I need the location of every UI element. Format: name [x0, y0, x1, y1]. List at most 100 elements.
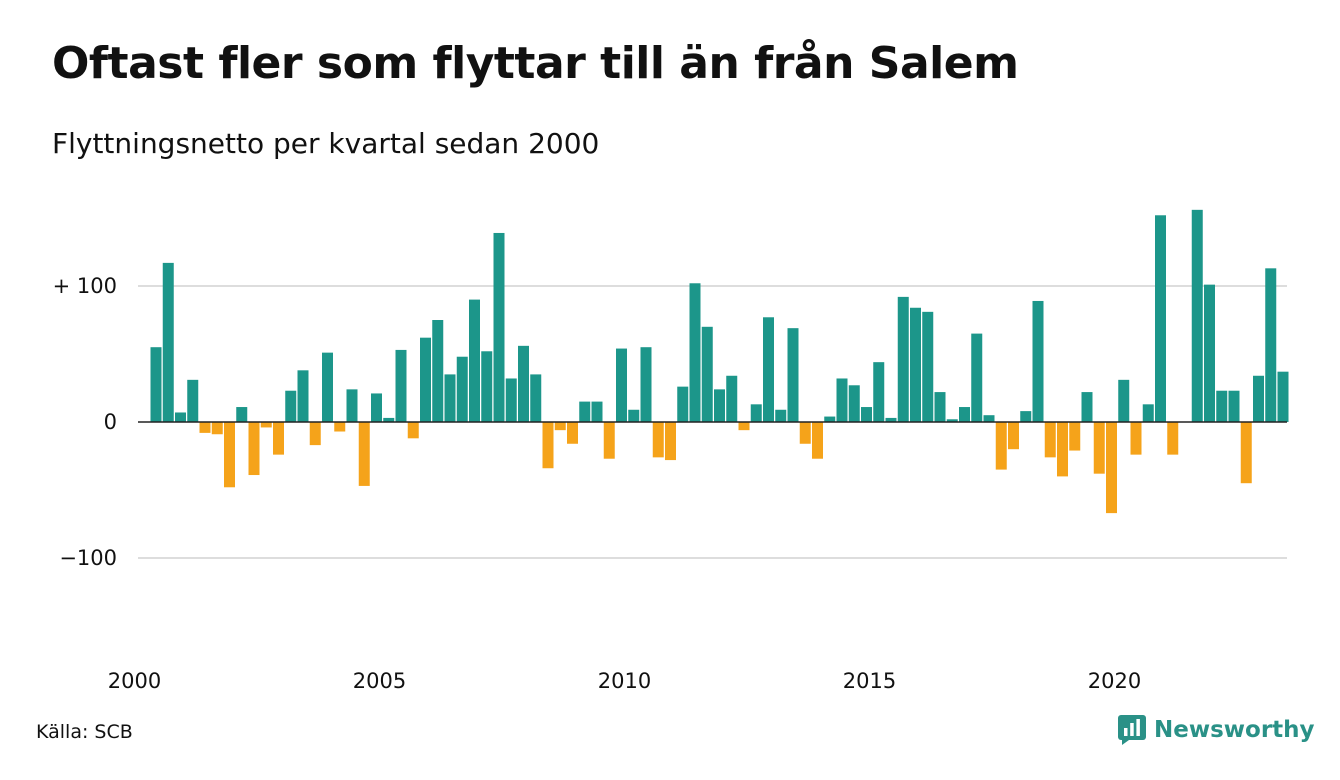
bar — [1069, 422, 1081, 451]
bar — [934, 392, 946, 422]
bar — [897, 296, 909, 422]
x-tick-label: 2005 — [353, 669, 406, 693]
bar — [1093, 422, 1105, 474]
bar — [395, 349, 407, 422]
x-tick-label: 2020 — [1088, 669, 1141, 693]
bar — [322, 352, 333, 422]
bar — [236, 407, 248, 422]
bar — [1191, 209, 1203, 422]
bar — [187, 379, 199, 422]
bar — [1253, 375, 1264, 422]
bar — [407, 422, 419, 439]
bar — [873, 362, 885, 422]
bar — [799, 422, 811, 444]
bar — [1130, 422, 1142, 455]
bar — [824, 416, 836, 422]
bar — [665, 422, 676, 461]
bar — [334, 422, 346, 432]
bar — [640, 347, 652, 422]
bar — [162, 262, 174, 422]
bar — [971, 333, 983, 422]
bar — [505, 378, 517, 422]
bar — [738, 422, 750, 431]
chart-title: Oftast fler som flyttar till än från Sal… — [52, 38, 1019, 89]
bar — [1142, 404, 1154, 422]
bar — [1228, 390, 1240, 422]
bar — [1265, 268, 1277, 422]
bar — [358, 422, 370, 486]
bar — [714, 389, 725, 422]
bar — [432, 320, 444, 422]
bar — [579, 401, 591, 422]
bar-chart: + 100 0 −100 2000 2005 2010 2015 2020 — [53, 209, 1289, 693]
bar — [1057, 422, 1068, 477]
bar — [420, 337, 431, 422]
newsworthy-logo-icon — [1118, 715, 1146, 745]
bar — [861, 407, 872, 422]
bar — [910, 307, 921, 422]
bar — [775, 409, 787, 422]
bar — [1277, 371, 1289, 422]
x-tick-label: 2000 — [108, 669, 161, 693]
brand-name: Newsworthy — [1154, 717, 1315, 743]
bar — [175, 412, 186, 422]
bar — [763, 317, 774, 422]
bar — [444, 374, 456, 422]
bar — [1167, 422, 1179, 455]
bar — [456, 356, 468, 422]
x-tick-label: 2015 — [843, 669, 896, 693]
x-tick-label: 2010 — [598, 669, 651, 693]
bar — [493, 232, 505, 422]
bar — [1118, 379, 1130, 422]
bar — [603, 422, 615, 459]
bar — [481, 351, 493, 422]
bar — [1081, 392, 1093, 422]
bar — [248, 422, 260, 476]
bar — [616, 348, 627, 422]
newsworthy-brand: Newsworthy — [1118, 712, 1315, 748]
bar — [812, 422, 823, 459]
bar — [1008, 422, 1019, 450]
source-note: Källa: SCB — [36, 721, 133, 743]
bar — [567, 422, 578, 444]
bar — [652, 422, 664, 458]
bar — [787, 328, 799, 422]
bar — [309, 422, 321, 446]
bar — [922, 311, 934, 422]
bar — [199, 422, 211, 433]
bar — [383, 417, 395, 422]
bar — [701, 326, 713, 422]
chart-subtitle: Flyttningsnetto per kvartal sedan 2000 — [52, 127, 600, 160]
bar — [518, 345, 529, 422]
bar — [150, 347, 162, 422]
bar — [260, 422, 272, 428]
bar — [750, 404, 762, 422]
bar — [530, 374, 542, 422]
bar — [836, 378, 848, 422]
bar — [689, 283, 701, 422]
bar — [1020, 411, 1032, 422]
y-tick-label: 0 — [104, 410, 117, 434]
bar — [726, 375, 738, 422]
bar — [995, 422, 1007, 470]
bar — [959, 407, 970, 422]
bar — [1204, 284, 1215, 422]
bar — [542, 422, 554, 469]
bar — [1155, 215, 1166, 422]
bar — [591, 401, 603, 422]
bar — [211, 422, 223, 435]
bar — [469, 299, 480, 422]
bar — [848, 385, 860, 422]
bar — [1044, 422, 1056, 458]
bar — [285, 390, 297, 422]
bar — [224, 422, 235, 488]
bar — [1032, 300, 1044, 422]
bar — [1240, 422, 1252, 484]
bar — [628, 409, 640, 422]
y-tick-label: −100 — [59, 546, 117, 570]
bar — [983, 415, 995, 422]
y-tick-label: + 100 — [53, 274, 117, 298]
bar — [273, 422, 284, 455]
bar — [371, 393, 382, 422]
bar — [677, 386, 689, 422]
